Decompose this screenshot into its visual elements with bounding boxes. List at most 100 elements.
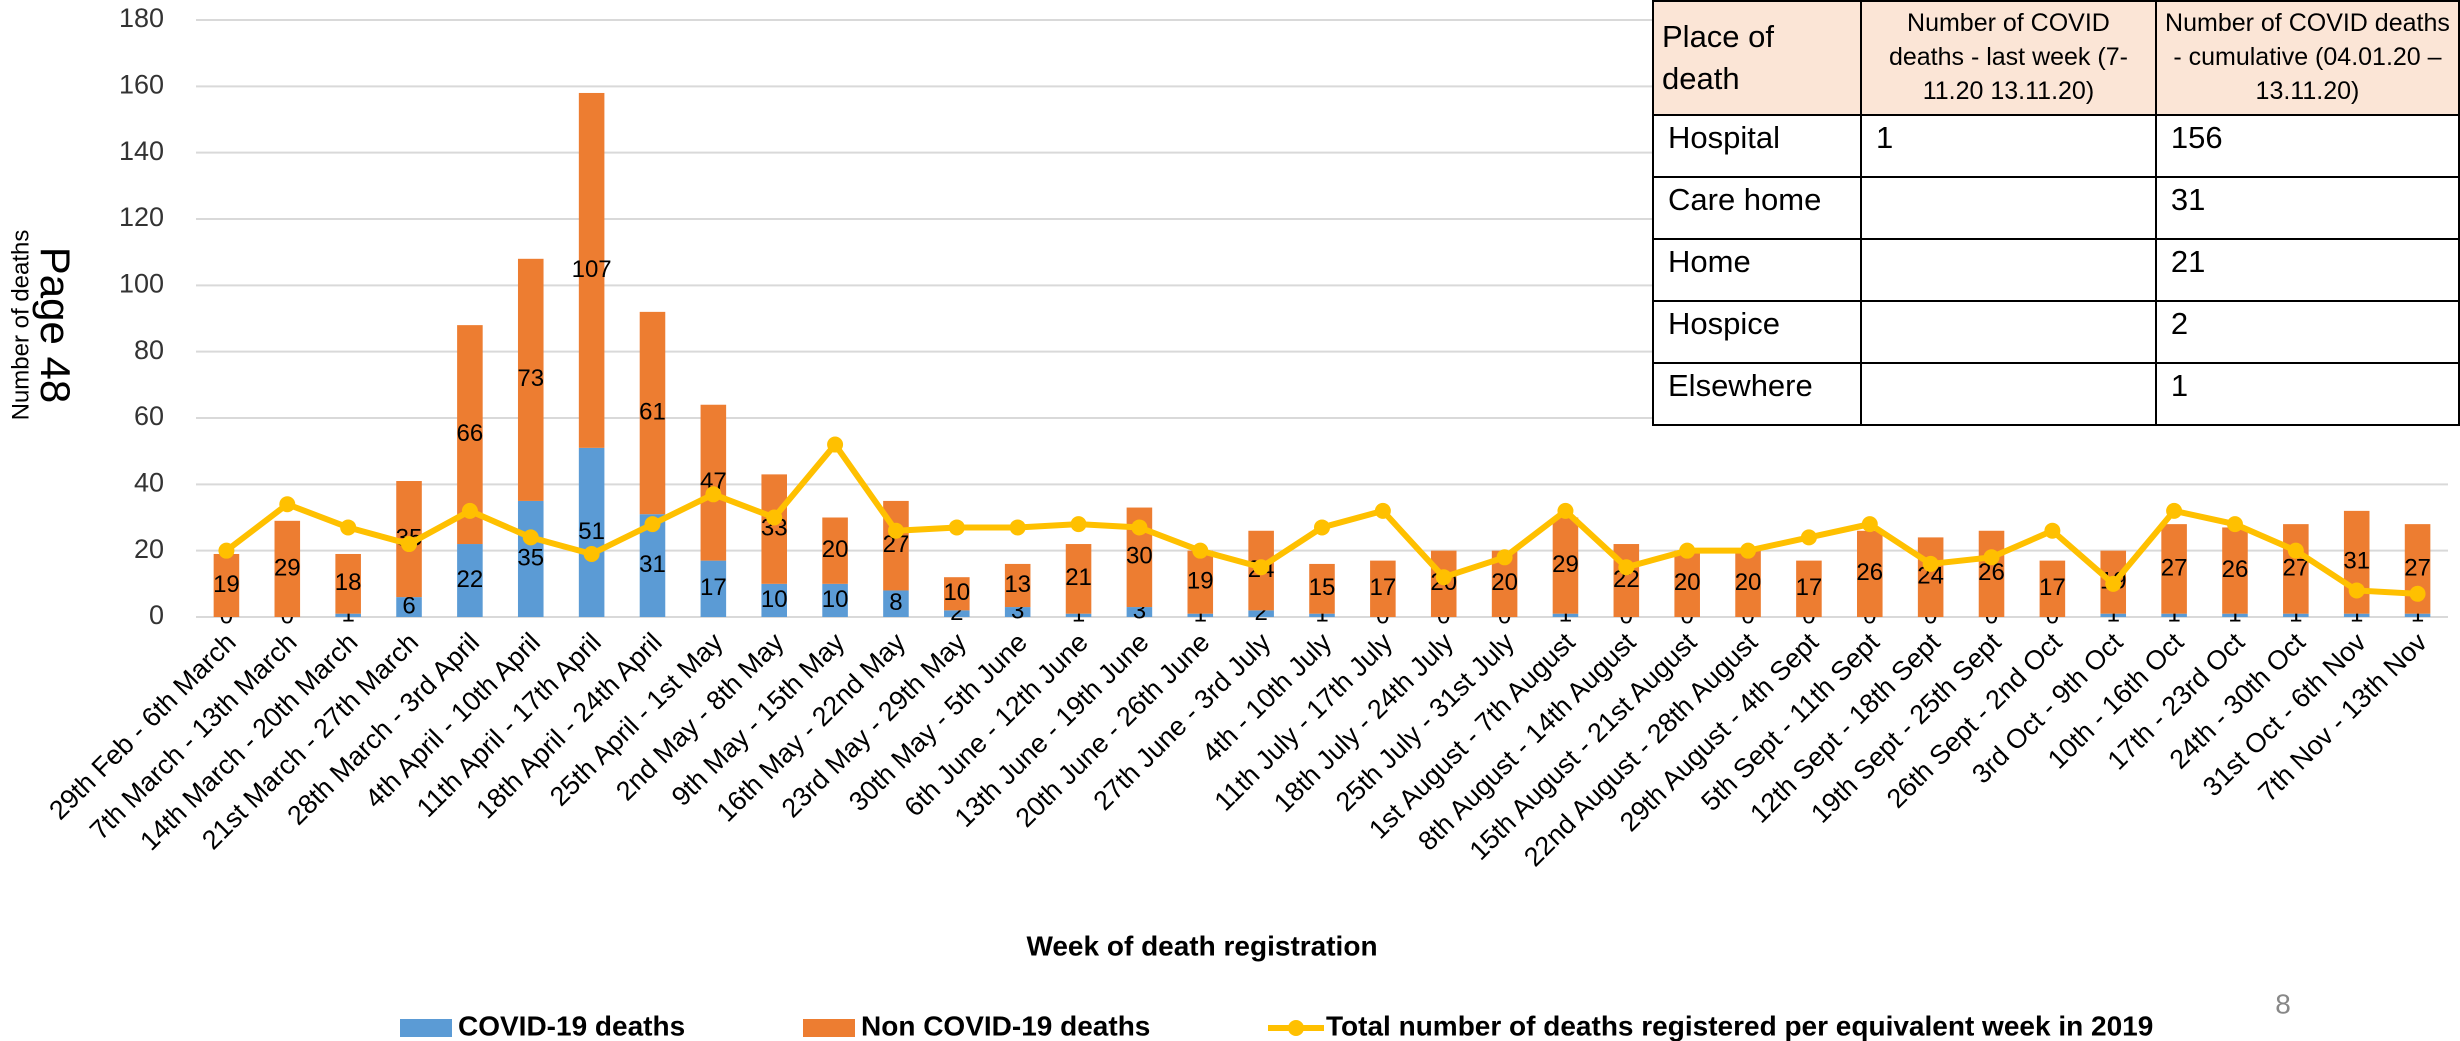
line-marker: [2166, 502, 2183, 519]
bar: [944, 610, 970, 617]
bar: [700, 404, 727, 561]
line-marker: [218, 542, 235, 559]
line-marker: [1983, 549, 2000, 566]
data-label: 8: [889, 589, 902, 616]
line-marker: [705, 486, 722, 503]
data-label: 22: [457, 566, 484, 593]
line-marker: [401, 536, 418, 553]
table-cell: [1859, 176, 2157, 240]
table-row: Hospital 1 156: [1652, 114, 2460, 178]
page-number: 8: [2275, 988, 2291, 1019]
data-label: 27: [2161, 554, 2188, 581]
bar: [578, 92, 605, 448]
bar: [639, 311, 666, 515]
line-marker: [887, 522, 904, 539]
line-marker: [2409, 585, 2426, 602]
data-label: 31: [639, 551, 666, 578]
line-marker: [1253, 559, 1270, 576]
y-tick-label: 180: [119, 3, 164, 33]
bar: [1004, 607, 1031, 617]
bar: [335, 553, 361, 614]
table-row: Care home 31: [1652, 176, 2460, 240]
table-cell: Hospice: [1652, 300, 1862, 364]
data-label: 61: [639, 398, 666, 425]
header-cell: Number of COVID deaths - cumulative (04.…: [2154, 0, 2460, 116]
bar: [2404, 613, 2431, 617]
line-marker: [279, 496, 296, 513]
line-marker: [461, 502, 478, 519]
table-cell: Hospital: [1652, 114, 1862, 178]
bar: [274, 520, 301, 617]
y-tick-label: 140: [119, 136, 164, 166]
legend-label: Total number of deaths registered per eq…: [1326, 1010, 2153, 1041]
line-marker: [1679, 542, 1696, 559]
data-label: 73: [517, 365, 544, 392]
bar: [1065, 613, 1092, 617]
line-marker: [1861, 516, 1878, 533]
bar: [700, 560, 727, 617]
line-marker: [1374, 502, 1391, 519]
y-tick-label: 60: [134, 401, 164, 431]
y-tick-label: 40: [134, 467, 164, 497]
bar: [578, 447, 605, 617]
legend-label: Non COVID-19 deaths: [861, 1010, 1150, 1041]
table-cell: [1859, 300, 2157, 364]
line-marker: [1192, 542, 1209, 559]
y-tick-label: 120: [119, 202, 164, 232]
bar: [1735, 550, 1761, 617]
table-cell: 2: [2154, 300, 2460, 364]
table-cell: 156: [2154, 114, 2460, 178]
line-marker: [766, 509, 783, 526]
data-label: 66: [457, 420, 484, 447]
bar: [1857, 530, 1883, 617]
data-label: 20: [1491, 569, 1518, 596]
bar: [1552, 613, 1579, 617]
bar: [213, 553, 240, 617]
data-label: 6: [402, 592, 415, 619]
page-label: Page 48: [32, 247, 79, 403]
line-marker: [1009, 519, 1026, 536]
line-marker: [522, 529, 539, 546]
bar: [1126, 607, 1153, 617]
data-label: 19: [213, 571, 240, 598]
data-label: 26: [1856, 559, 1883, 586]
data-label: 15: [1309, 574, 1336, 601]
line-marker: [2287, 542, 2304, 559]
y-axis-title: Number of deaths: [7, 230, 34, 421]
data-label: 10: [761, 586, 788, 613]
bar: [2039, 560, 2066, 617]
bar: [1248, 610, 1274, 617]
data-label: 30: [1126, 543, 1153, 570]
line-marker: [1922, 555, 1939, 572]
data-label: 26: [2222, 556, 2249, 583]
bar: [1370, 560, 1396, 617]
y-tick-label: 20: [134, 534, 164, 564]
data-label: 27: [2404, 554, 2431, 581]
bar: [2161, 524, 2187, 614]
legend-swatch: [803, 1019, 855, 1037]
line-marker: [1618, 559, 1635, 576]
line-marker: [2044, 522, 2061, 539]
bar: [2161, 613, 2187, 617]
bar: [457, 544, 483, 617]
table-cell: [1859, 238, 2157, 302]
table-cell: 31: [2154, 176, 2460, 240]
table-cell: Care home: [1652, 176, 1862, 240]
bar: [944, 577, 970, 611]
data-label: 17: [1370, 574, 1397, 601]
line-marker: [1557, 502, 1574, 519]
data-label: 17: [700, 574, 727, 601]
bar: [761, 583, 787, 617]
line-marker: [1496, 549, 1513, 566]
table-row: Home 21: [1652, 238, 2460, 302]
data-label: 17: [1796, 574, 1823, 601]
data-label: 20: [822, 536, 849, 563]
bar: [1309, 613, 1335, 617]
bar: [822, 517, 848, 584]
legend-label: COVID-19 deaths: [458, 1010, 685, 1041]
line-marker: [2348, 582, 2365, 599]
line-marker: [1314, 519, 1330, 536]
line-marker: [1740, 542, 1757, 559]
